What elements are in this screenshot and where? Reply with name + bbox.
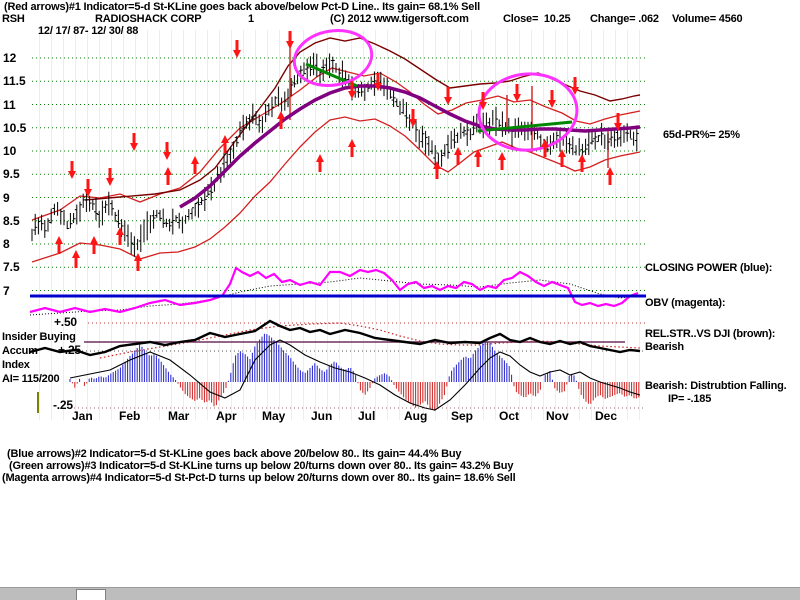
month-label: Nov xyxy=(546,409,569,423)
ticker-symbol: RSH xyxy=(2,13,25,25)
month-label: Sep xyxy=(451,409,474,423)
closing-power-label: CLOSING POWER (blue): xyxy=(645,262,773,274)
month-label: Jul xyxy=(358,409,376,423)
ip-value: IP= -.185 xyxy=(668,393,712,405)
lower-band-line xyxy=(31,116,641,263)
price-bars xyxy=(31,52,639,257)
month-label: Jan xyxy=(72,409,93,423)
price-tick-label: 11.5 xyxy=(3,74,26,89)
indicator-guide-rows xyxy=(70,322,645,409)
copyright: (C) 2012 www.tigersoft.com xyxy=(330,13,469,25)
accum-histogram xyxy=(69,333,640,411)
month-label: Oct xyxy=(499,409,520,423)
obv-label: OBV (magenta): xyxy=(645,297,726,309)
signal-arrows xyxy=(55,31,622,271)
highlight-ellipses xyxy=(292,29,579,152)
price-tick-label: 7.5 xyxy=(3,260,20,275)
chart-background-grid xyxy=(28,30,648,420)
month-label: Aug xyxy=(404,409,428,423)
signal-legend-red: (Red arrows)#1 Indicator=5-d St-KLine go… xyxy=(4,1,480,13)
index-label: Index xyxy=(2,359,30,371)
purple-ma-line xyxy=(179,84,641,209)
month-label: May xyxy=(262,409,286,423)
rel-str-label: REL.STR..VS DJI (brown): xyxy=(645,328,776,340)
price-tick-label: 10.5 xyxy=(3,120,27,135)
price-tick-label: 11 xyxy=(3,97,16,112)
scale-plus25: +.25 xyxy=(58,343,81,357)
price-tick-label: 9 xyxy=(3,190,10,205)
price-tick-label: 12 xyxy=(3,51,17,65)
month-label: Apr xyxy=(216,409,237,423)
date-range: 12/ 17/ 87- 12/ 30/ 88 xyxy=(38,25,139,37)
change-value: Change= .062 xyxy=(590,13,659,25)
pr-percent-label: 65d-PR%= 25% xyxy=(663,129,740,141)
price-tick-label: 8.5 xyxy=(3,213,20,228)
company-name: RADIOSHACK CORP xyxy=(95,13,202,25)
signal-legend-green: (Green arrows)#3 Indicator=5-d St-KLine … xyxy=(9,460,514,472)
upper-band-line xyxy=(31,67,641,221)
signal-legend-blue: (Blue arrows)#2 Indicator=5-d St-KLine g… xyxy=(7,448,462,460)
month-label: Mar xyxy=(168,409,190,423)
price-tick-label: 8 xyxy=(3,237,10,251)
price-tick-label: 7 xyxy=(3,283,10,298)
price-tick-label: 10 xyxy=(3,144,17,158)
signal-legend-magenta: (Magenta arrows)#4 Indicator=5-d St-Pct-… xyxy=(2,472,516,484)
ai-value: AI= 115/200 xyxy=(2,373,60,385)
month-label: Jun xyxy=(311,409,333,423)
scrollbar-thumb[interactable] xyxy=(76,589,106,600)
price-tick-label: 9.5 xyxy=(3,167,20,182)
histogram-ma-line xyxy=(69,339,641,411)
month-label: Feb xyxy=(119,409,141,423)
horizontal-scrollbar[interactable] xyxy=(0,587,800,600)
page-number: 1 xyxy=(248,13,254,25)
accum-index-line xyxy=(29,319,641,357)
insider-buying-label: Insider Buying xyxy=(2,331,76,343)
volume-value: Volume= 4560 xyxy=(672,13,743,25)
accum-label: Accum xyxy=(2,345,38,357)
distribution-status: Bearish: Distrubtion Falling. xyxy=(645,380,787,392)
scale-plus50: +.50 xyxy=(54,315,77,329)
rel-str-status: Bearish xyxy=(645,341,684,353)
month-label: Dec xyxy=(595,409,618,423)
scale-minus25: -.25 xyxy=(53,398,73,412)
close-value: Close= 10.25 xyxy=(503,13,571,25)
obv-line xyxy=(29,266,639,314)
price-gridlines xyxy=(32,57,646,291)
